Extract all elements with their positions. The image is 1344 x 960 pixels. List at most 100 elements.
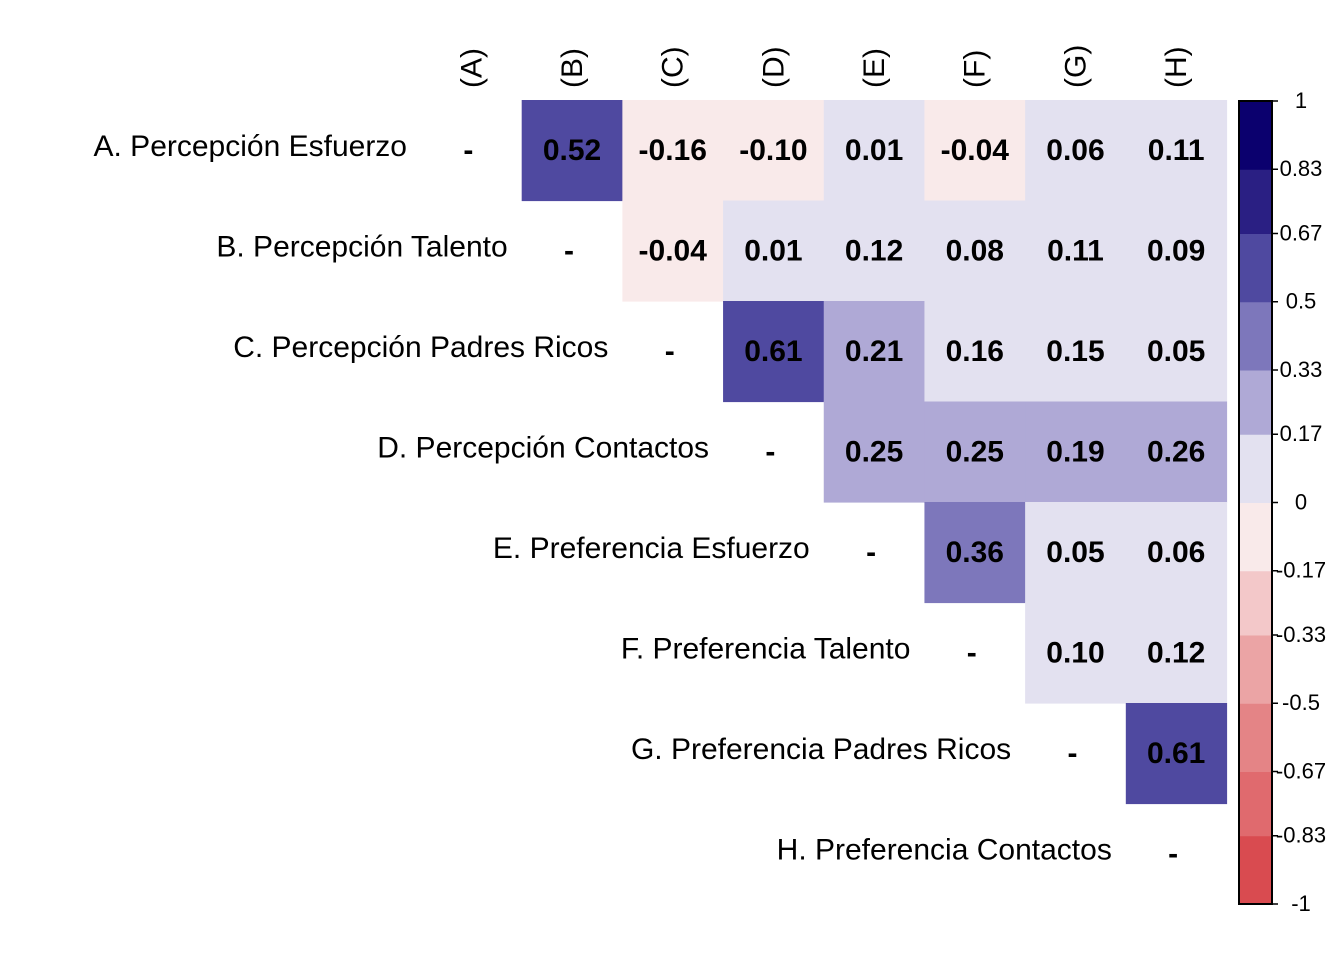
diagonal-marker: - [463, 134, 473, 167]
colorbar-bin [1239, 771, 1272, 837]
column-label: (A) [455, 48, 488, 88]
cell-value-label: 0.01 [744, 235, 802, 268]
colorbar-bin [1239, 634, 1272, 704]
row-label: H. Preferencia Contactos [777, 834, 1112, 867]
heatmap-cell [1025, 100, 1127, 202]
colorbar-bin [1239, 301, 1272, 371]
cell-value-label: -0.04 [941, 134, 1010, 167]
colorbar-legend: -1 -0.83 -0.67 -0.5 -0.33 -0.17 0 0.17 0.33 0.5 0.… [1238, 88, 1326, 916]
row-label: E. Preferencia Esfuerzo [493, 532, 810, 565]
heatmap-cell [622, 100, 724, 202]
cell-value-label: 0.12 [845, 235, 903, 268]
heatmap-cell [622, 200, 724, 302]
row-label: G. Preferencia Padres Ricos [631, 733, 1011, 766]
cell-value-label: 0.61 [744, 335, 802, 368]
colorbar-bin [1239, 370, 1272, 435]
heatmap-cell [924, 502, 1026, 604]
heatmap-cells: - - - - - - - - 0.52 -0.16 -0.10 0.01 -0.04 0.06 0.11 -… [463, 100, 1228, 871]
cell-value-label: 0.05 [1046, 536, 1104, 569]
column-label: (C) [657, 46, 690, 88]
colorbar-bin [1239, 502, 1272, 572]
diagonal-marker: - [1067, 737, 1077, 770]
colorbar-tick-label: -0.5 [1282, 690, 1320, 715]
cell-value-label: 0.52 [543, 134, 601, 167]
diagonal-marker: - [665, 335, 675, 368]
cell-value-label: 0.06 [1046, 134, 1104, 167]
heatmap-cell [823, 401, 926, 503]
colorbar-bin [1239, 233, 1272, 303]
cell-value-label: 0.16 [946, 335, 1004, 368]
column-label: (F) [959, 50, 992, 88]
heatmap-cell [1125, 200, 1228, 302]
heatmap-cell [924, 100, 1026, 202]
cell-value-label: -0.10 [739, 134, 807, 167]
colorbar-tick-label: -1 [1291, 891, 1311, 916]
heatmap-cell [1125, 100, 1228, 202]
colorbar-tick-label: 0.17 [1280, 421, 1323, 446]
column-label: (E) [858, 48, 891, 88]
colorbar-tick-label: -0.67 [1276, 758, 1326, 783]
column-label: (H) [1160, 46, 1193, 88]
heatmap-cell [1125, 301, 1228, 403]
heatmap-cell [1125, 502, 1228, 604]
cell-value-label: 0.26 [1147, 436, 1205, 469]
heatmap-cell [1025, 602, 1127, 704]
colorbar-tick-label: 1 [1295, 88, 1307, 113]
row-label: B. Percepción Talento [216, 231, 507, 264]
cell-value-label: 0.01 [845, 134, 903, 167]
column-label: (G) [1059, 45, 1092, 88]
row-label: F. Preferencia Talento [621, 633, 911, 666]
heatmap-cell [1025, 200, 1127, 302]
column-labels: (A) (B) (C) (D) (E) (F) (G) (H) [455, 45, 1193, 88]
colorbar-bin [1239, 101, 1272, 170]
colorbar-tick-label: 0.83 [1280, 156, 1323, 181]
heatmap-cell [1125, 602, 1228, 704]
heatmap-cell [823, 200, 926, 302]
diagonal-marker: - [564, 235, 574, 268]
cell-value-label: 0.36 [946, 536, 1004, 569]
colorbar-tick-label: 0.33 [1280, 357, 1323, 382]
colorbar-bin [1239, 570, 1272, 636]
heatmap-cell [1025, 502, 1127, 604]
row-label: A. Percepción Esfuerzo [94, 130, 408, 163]
colorbar-tick-label: 0.5 [1286, 289, 1317, 314]
column-label: (B) [556, 48, 589, 88]
cell-value-label: 0.08 [946, 235, 1004, 268]
cell-value-label: 0.09 [1147, 235, 1205, 268]
colorbar-bin [1239, 835, 1272, 905]
cell-value-label: 0.11 [1047, 235, 1104, 268]
diagonal-marker: - [967, 637, 977, 670]
colorbar-bin [1239, 703, 1272, 773]
heatmap-cell [521, 100, 623, 202]
cell-value-label: 0.12 [1147, 637, 1205, 670]
row-label: C. Percepción Padres Ricos [233, 331, 608, 364]
heatmap-cell [823, 301, 926, 403]
heatmap-cell [823, 100, 926, 202]
cell-value-label: 0.05 [1147, 335, 1205, 368]
diagonal-marker: - [866, 536, 876, 569]
cell-value-label: 0.19 [1046, 436, 1104, 469]
colorbar-bin [1239, 169, 1272, 234]
heatmap-cell [1025, 401, 1127, 503]
cell-value-label: 0.25 [946, 436, 1004, 469]
cell-value-label: 0.25 [845, 436, 903, 469]
colorbar-tick-label: 0.67 [1280, 220, 1323, 245]
cell-value-label: -0.04 [639, 235, 708, 268]
colorbar-bin [1239, 434, 1272, 503]
heatmap-cell [1125, 401, 1228, 503]
heatmap-cell [1125, 703, 1228, 805]
colorbar-tick-label: -0.33 [1276, 622, 1326, 647]
cell-value-label: 0.21 [845, 335, 903, 368]
row-label: D. Percepción Contactos [377, 432, 709, 465]
diagonal-marker: - [1168, 838, 1178, 871]
colorbar-tick-label: -0.17 [1276, 558, 1326, 583]
heatmap-cell [723, 200, 825, 302]
heatmap-cell [1025, 301, 1127, 403]
colorbar-tick-label: -0.83 [1276, 823, 1326, 848]
cell-value-label: 0.10 [1046, 637, 1104, 670]
cell-value-label: -0.16 [639, 134, 707, 167]
heatmap-cell [924, 301, 1026, 403]
heatmap-cell [924, 200, 1026, 302]
cell-value-label: 0.61 [1147, 737, 1205, 770]
